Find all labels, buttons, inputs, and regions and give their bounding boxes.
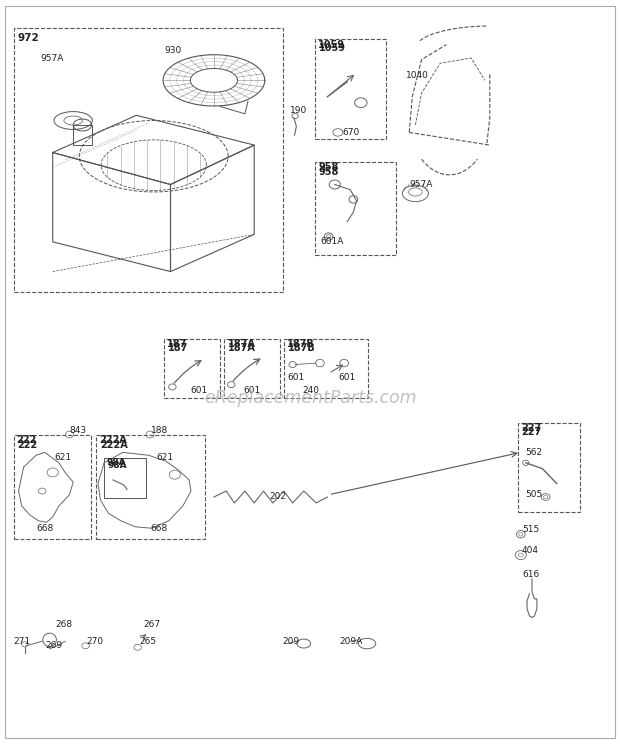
Text: 202: 202 [270,493,286,501]
Text: 187B: 187B [288,343,316,353]
Text: 222A: 222A [99,435,127,446]
Text: 1040: 1040 [406,71,429,80]
Text: 187: 187 [167,339,188,349]
Bar [14,435,91,539]
Text: 187A: 187A [228,339,255,349]
Bar [104,458,146,498]
Text: 222: 222 [17,440,38,449]
Text: 188: 188 [151,426,168,434]
Text: 187A: 187A [228,343,256,353]
Text: 621: 621 [156,453,174,462]
Bar [315,162,396,255]
Text: 404: 404 [522,546,539,555]
Text: 98A: 98A [107,461,127,470]
Bar [96,435,205,539]
Text: 958: 958 [319,167,339,176]
Text: 958: 958 [318,162,339,173]
Text: 1059: 1059 [319,43,346,53]
Bar [224,339,280,398]
Bar [14,28,283,292]
Text: 222A: 222A [100,440,128,449]
Text: 601: 601 [287,373,304,382]
Text: 271: 271 [14,637,31,646]
Text: 227: 227 [521,427,542,437]
Text: 209A: 209A [340,637,363,646]
Text: 601: 601 [190,386,208,395]
Text: 269: 269 [45,641,63,650]
Text: 616: 616 [522,570,539,579]
Text: 240: 240 [303,386,319,395]
Text: 265: 265 [140,637,157,646]
Text: 187B: 187B [287,339,315,349]
Text: eReplacementParts.com: eReplacementParts.com [204,389,416,407]
Text: 843: 843 [69,426,87,434]
Text: 227: 227 [521,423,541,433]
Text: 621: 621 [55,453,72,462]
Bar [164,339,220,398]
Text: 267: 267 [144,620,161,629]
Text: 562: 562 [526,448,543,457]
Text: 957A: 957A [40,54,64,62]
Text: 515: 515 [522,525,539,534]
Bar [518,423,580,512]
Text: 670: 670 [343,128,360,137]
Text: 601: 601 [244,386,261,395]
Text: 601A: 601A [321,237,344,246]
Text: 187: 187 [168,343,188,353]
Text: 601: 601 [338,373,355,382]
Text: 222: 222 [17,435,37,446]
Text: 270: 270 [87,637,104,646]
Text: 668: 668 [36,524,53,533]
Bar [315,39,386,139]
Bar [284,339,368,398]
Text: 268: 268 [56,620,73,629]
Text: 930: 930 [164,46,182,55]
Text: 972: 972 [17,33,39,42]
Text: 668: 668 [150,524,167,533]
Text: 98A: 98A [107,458,126,466]
Text: 209: 209 [283,637,300,646]
Text: 190: 190 [290,106,308,115]
Text: 957A: 957A [409,180,433,189]
Text: 505: 505 [526,490,543,499]
Text: 1059: 1059 [318,39,345,50]
